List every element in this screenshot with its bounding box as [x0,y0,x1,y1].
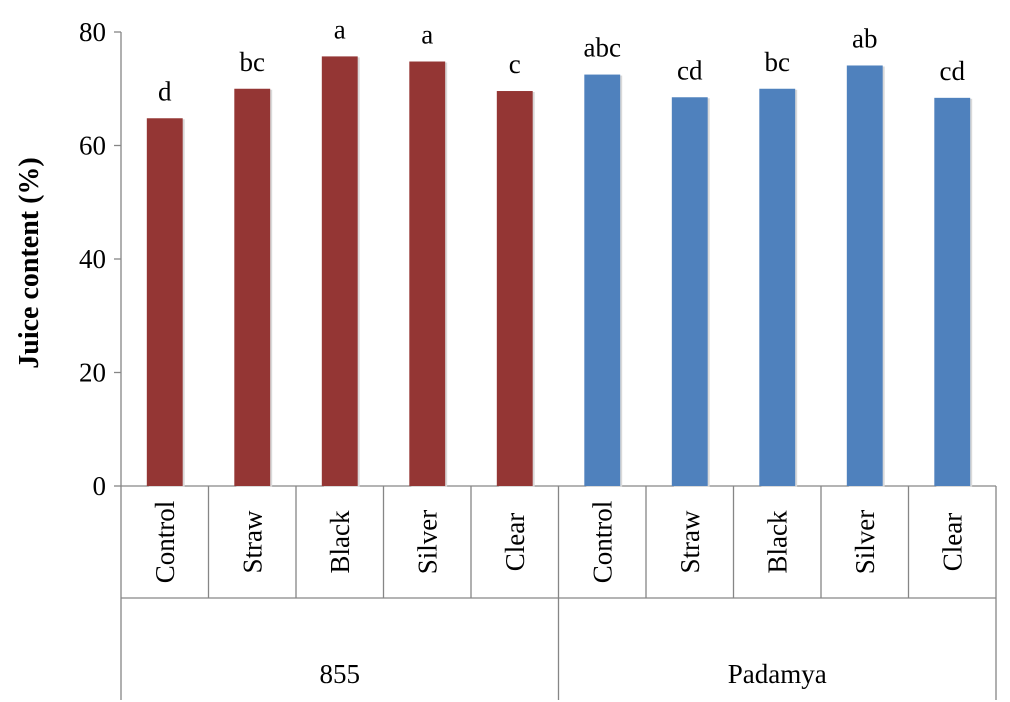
bar [234,88,271,486]
significance-letter: cd [940,56,966,86]
significance-letter: cd [677,55,703,85]
category-label: Clear [500,513,530,571]
significance-letter: abc [584,33,621,63]
category-label: Silver [850,510,880,575]
group-label: 855 [320,659,361,689]
category-label: Straw [237,510,267,573]
category-label: Clear [937,513,967,571]
bar [584,74,621,486]
axes-layer: 0 20 40 60 80 855 Padamya [79,17,997,700]
group-label: Padamya [728,659,827,689]
significance-letter: a [334,14,346,44]
category-label: Silver [412,510,442,575]
bar [496,91,533,487]
category-label: Control [150,501,180,584]
y-tick-label: 20 [79,358,106,388]
bar [409,61,446,486]
significance-letter: bc [240,47,266,77]
significance-letter: bc [765,47,791,77]
significance-letter: ab [852,23,877,53]
bar [934,97,971,486]
category-label: Control [587,501,617,584]
labels-layer: d Control bc Straw a Black a Silver c Clear abc Con… [150,14,968,583]
y-tick-label: 40 [79,244,106,274]
bar [846,65,883,487]
significance-letter: d [158,76,172,106]
category-label: Black [325,510,355,573]
bar [671,97,708,486]
y-tick-label: 80 [79,17,106,47]
y-axis-title: Juice content (%) [14,157,45,369]
significance-letter: c [509,49,521,79]
y-tick-label: 60 [79,131,106,161]
bar [321,56,358,487]
bar [146,118,183,486]
category-label: Black [762,510,792,573]
y-tick-label: 0 [93,471,107,501]
bars-layer [146,56,973,488]
category-label: Straw [675,510,705,573]
significance-letter: a [421,20,433,50]
bar [759,88,796,486]
